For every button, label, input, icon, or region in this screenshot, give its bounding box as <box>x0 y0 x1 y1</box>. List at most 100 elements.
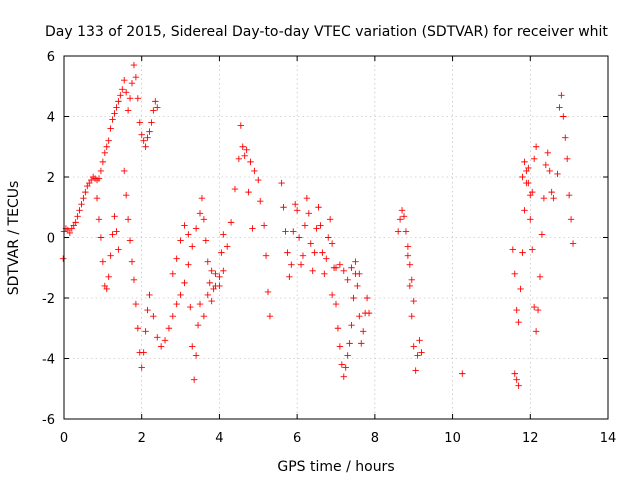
data-point <box>560 113 567 120</box>
data-point <box>208 297 215 305</box>
y-tick-label: 4 <box>47 111 55 126</box>
data-point <box>511 370 518 377</box>
data-point <box>220 267 227 274</box>
data-point <box>311 249 318 256</box>
data-point <box>315 204 322 211</box>
data-point <box>527 216 534 223</box>
data-point <box>128 258 136 265</box>
data-point <box>95 175 103 182</box>
y-tick-label: -4 <box>42 353 55 368</box>
data-point <box>103 285 110 293</box>
data-point <box>262 252 270 259</box>
data-point <box>538 231 546 238</box>
data-point <box>356 312 363 320</box>
data-point <box>293 207 301 214</box>
data-point <box>107 125 114 132</box>
data-point <box>525 179 532 187</box>
data-point <box>402 228 410 235</box>
data-point <box>146 291 153 299</box>
data-point <box>200 312 208 320</box>
data-point <box>282 228 289 235</box>
data-point <box>150 107 157 114</box>
data-point <box>412 367 419 374</box>
data-point <box>107 252 114 259</box>
data-point <box>511 270 518 277</box>
data-point <box>218 249 225 256</box>
data-point <box>295 234 303 241</box>
data-point <box>257 198 264 205</box>
data-point <box>138 364 145 371</box>
data-point <box>150 312 157 320</box>
data-point <box>513 376 520 383</box>
data-point <box>334 325 342 332</box>
data-point <box>567 216 575 223</box>
data-point <box>394 228 402 235</box>
data-point <box>558 92 565 99</box>
data-point <box>416 337 423 344</box>
data-point <box>80 194 87 202</box>
data-point <box>336 343 344 350</box>
data-point <box>169 270 176 277</box>
data-point <box>212 270 219 277</box>
data-point <box>290 228 297 235</box>
data-point <box>534 306 542 314</box>
x-tick-label: 2 <box>138 431 146 446</box>
data-point <box>346 340 353 347</box>
data-point <box>247 158 254 166</box>
data-point <box>189 243 196 250</box>
data-point <box>243 146 250 153</box>
data-point <box>326 216 334 223</box>
data-point <box>299 252 307 259</box>
y-tick-label: -2 <box>42 292 55 307</box>
data-point <box>74 213 81 220</box>
data-point <box>544 149 551 156</box>
data-point <box>530 303 538 311</box>
data-point <box>313 225 320 232</box>
data-point <box>284 249 291 256</box>
data-point <box>529 188 536 196</box>
data-point <box>348 264 355 271</box>
data-point <box>408 276 415 284</box>
data-point <box>154 104 161 111</box>
data-point <box>286 273 293 281</box>
data-point <box>352 258 359 265</box>
data-point <box>196 210 204 217</box>
data-point <box>303 194 311 202</box>
data-point <box>344 352 351 359</box>
data-point <box>398 207 406 214</box>
data-point <box>562 134 569 141</box>
data-point <box>410 343 417 350</box>
x-tick-label: 4 <box>215 431 223 446</box>
data-point <box>241 152 248 160</box>
data-point <box>340 267 347 274</box>
data-point <box>103 143 110 150</box>
data-point <box>521 207 528 214</box>
data-point <box>121 77 128 84</box>
data-point <box>136 119 143 126</box>
data-point <box>113 228 120 235</box>
data-point <box>237 122 244 129</box>
data-point <box>177 291 184 299</box>
data-point <box>523 167 530 175</box>
data-point <box>554 170 561 178</box>
data-point <box>328 240 336 247</box>
data-point <box>342 364 349 371</box>
x-tick-labels: 0 2 4 6 8 10 12 14 <box>60 431 616 446</box>
data-point <box>266 312 274 320</box>
data-point <box>297 261 305 268</box>
data-point <box>142 328 149 335</box>
data-point <box>325 234 332 241</box>
data-point <box>332 300 340 308</box>
data-point <box>208 267 215 274</box>
data-point <box>72 219 79 226</box>
data-point <box>109 116 116 123</box>
data-point <box>509 246 516 253</box>
data-point <box>513 306 520 314</box>
data-point <box>187 303 194 311</box>
data-point <box>144 306 151 314</box>
data-point <box>130 61 138 69</box>
data-point <box>177 237 184 244</box>
data-point <box>198 194 206 202</box>
data-point <box>408 312 415 320</box>
data-point <box>97 167 105 175</box>
